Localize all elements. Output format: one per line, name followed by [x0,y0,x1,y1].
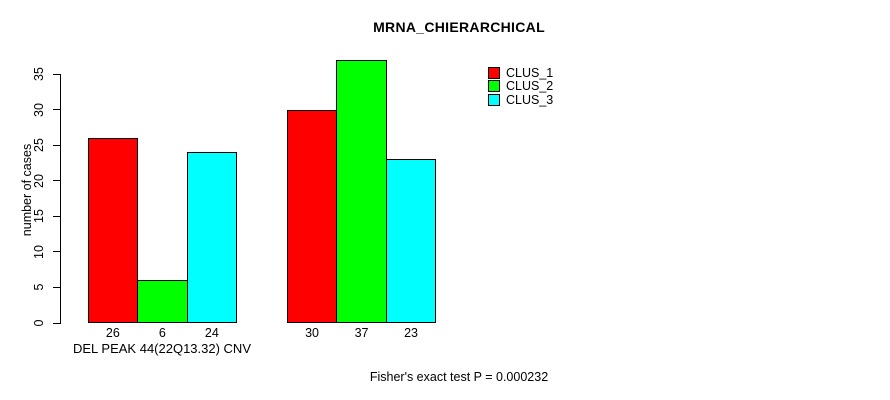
y-tick-label: 20 [32,173,46,188]
bar-value-label: 30 [305,326,319,340]
y-tick [53,73,60,75]
bar-clus_1-group1 [87,138,139,323]
y-tick [53,286,60,288]
y-tick [53,180,60,182]
legend-swatch-clus_2 [488,80,500,93]
y-tick-label: 35 [32,67,46,81]
legend-swatch-clus_1 [488,66,500,79]
bar-clus_1-group2 [286,109,338,323]
legend: CLUS_1 CLUS_2 CLUS_3 [488,66,553,107]
legend-swatch-clus_3 [488,93,500,106]
y-tick [53,251,60,253]
bar-value-label: 24 [204,326,219,340]
bar-clus_3-group2 [385,159,437,323]
y-axis-line [60,74,61,324]
legend-label: CLUS_2 [506,79,554,94]
chart-title: MRNA_CHIERARCHICAL [373,19,545,35]
fisher-test-annotation: Fisher's exact test P = 0.000232 [369,370,549,384]
legend-item: CLUS_3 [488,93,553,107]
legend-label: CLUS_1 [506,65,554,80]
y-tick-label: 0 [32,319,46,327]
y-tick-label: 10 [32,244,46,259]
y-tick [53,109,60,111]
y-tick [53,144,60,146]
y-tick-label: 5 [32,283,46,291]
bar-value-label: 37 [354,326,369,340]
legend-item: CLUS_1 [488,66,553,80]
y-tick [53,322,60,324]
bar-clus_3-group1 [186,152,238,323]
legend-item: CLUS_2 [488,79,554,94]
bar-value-label: 26 [105,326,120,340]
bar-clus_2-group1 [137,280,188,323]
legend-label: CLUS_3 [506,92,554,107]
y-tick [53,215,60,217]
y-tick-label: 15 [32,209,46,224]
x-axis-title: DEL PEAK 44(22Q13.32) CNV [73,341,251,356]
bar-value-label: 23 [404,326,418,340]
bar-value-label: 6 [158,326,166,340]
y-tick-label: 30 [32,102,46,117]
y-tick-label: 25 [32,138,46,153]
bar-clus_2-group2 [336,59,387,323]
